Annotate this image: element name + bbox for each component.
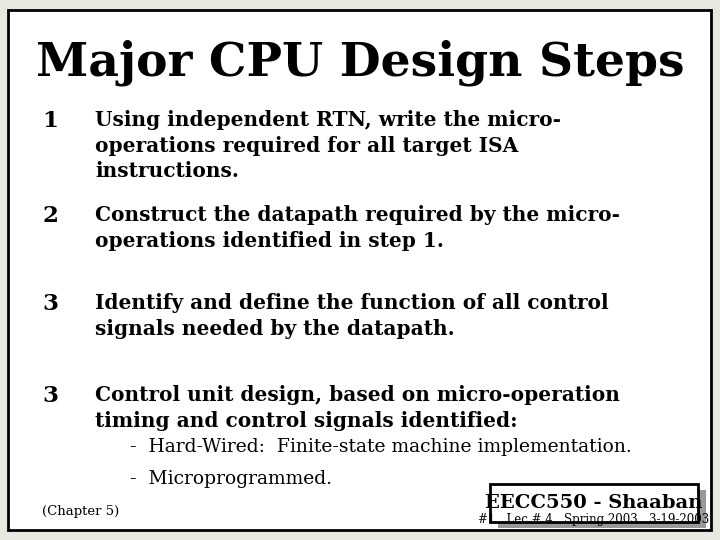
Text: Major CPU Design Steps: Major CPU Design Steps bbox=[36, 40, 684, 86]
Text: -  Hard-Wired:  Finite-state machine implementation.: - Hard-Wired: Finite-state machine imple… bbox=[130, 438, 631, 456]
Text: 3: 3 bbox=[42, 385, 58, 407]
Text: -  Microprogrammed.: - Microprogrammed. bbox=[130, 470, 332, 488]
Text: Control unit design, based on micro-operation
timing and control signals identif: Control unit design, based on micro-oper… bbox=[95, 385, 620, 430]
Text: 1: 1 bbox=[42, 110, 58, 132]
Text: (Chapter 5): (Chapter 5) bbox=[42, 505, 120, 518]
Text: Construct the datapath required by the micro-
operations identified in step 1.: Construct the datapath required by the m… bbox=[95, 205, 620, 251]
Text: 2: 2 bbox=[42, 205, 58, 227]
Bar bbox=[490, 484, 698, 522]
Text: Identify and define the function of all control
signals needed by the datapath.: Identify and define the function of all … bbox=[95, 293, 608, 339]
Bar bbox=[498, 490, 706, 528]
Text: 3: 3 bbox=[42, 293, 58, 315]
Text: EECC550 - Shaaban: EECC550 - Shaaban bbox=[485, 494, 703, 512]
Text: #1   Lec # 4   Spring 2003   3-19-2003: #1 Lec # 4 Spring 2003 3-19-2003 bbox=[478, 513, 710, 526]
Text: Using independent RTN, write the micro-
operations required for all target ISA
i: Using independent RTN, write the micro- … bbox=[95, 110, 561, 181]
